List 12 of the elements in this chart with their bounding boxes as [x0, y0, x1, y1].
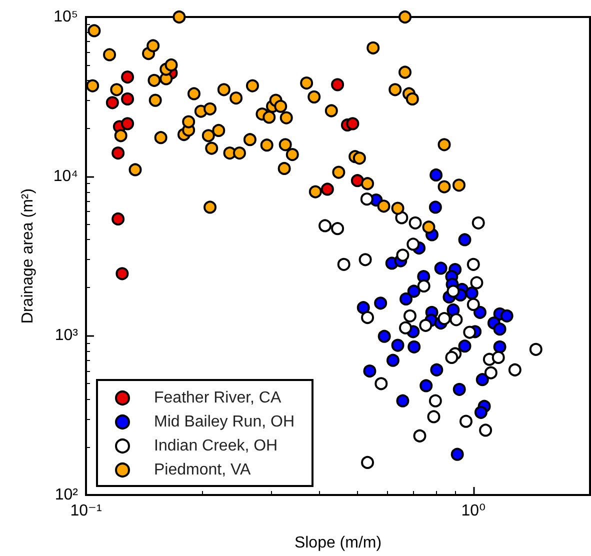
y-tick-label: 10³: [54, 327, 79, 344]
x-tick-label: 10⁰: [461, 502, 486, 520]
y-tick-label: 10²: [54, 486, 79, 504]
legend-label: Feather River, CA: [154, 390, 282, 406]
x-tick-label: 10⁻¹: [70, 502, 102, 520]
legend-label: Indian Creek, OH: [154, 438, 278, 454]
y-tick-label: 10⁴: [53, 168, 78, 185]
y-axis-title: Drainage area (m²): [20, 188, 36, 324]
legend-label: Piedmont, VA: [154, 462, 251, 478]
y-tick-label: 10⁵: [54, 8, 78, 26]
legend-label: Mid Bailey Run, OH: [154, 414, 294, 430]
x-axis-title: Slope (m/m): [294, 534, 382, 552]
